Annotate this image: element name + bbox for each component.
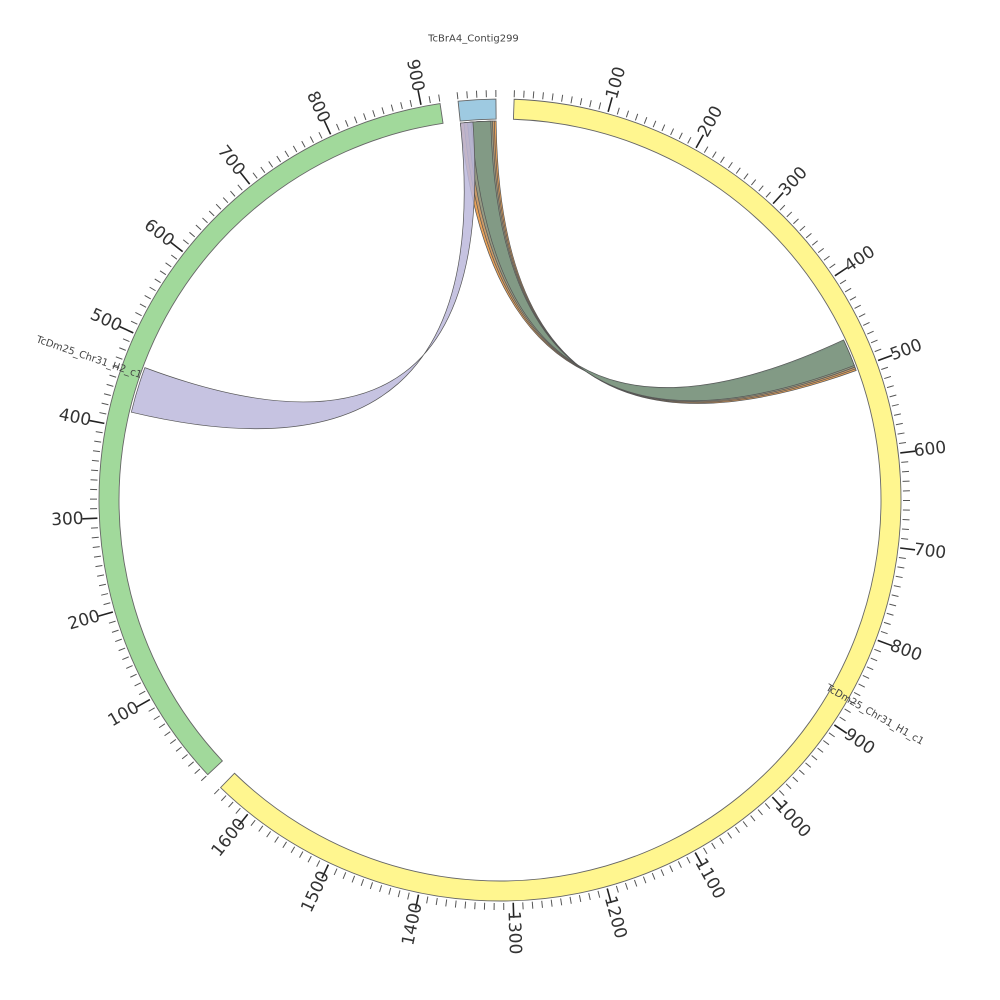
sequence-arc-h1 [219, 98, 902, 902]
tick-label: 800 [302, 88, 334, 126]
tick-label: 800 [887, 636, 924, 666]
minor-ticks-contig [456, 90, 497, 100]
major-tick [417, 89, 422, 105]
sequence-arcs [98, 98, 902, 902]
tick-label: 600 [140, 215, 178, 251]
major-tick [98, 611, 114, 617]
tick-label: 1000 [771, 796, 815, 841]
major-tick [323, 120, 332, 135]
major-tick [239, 171, 251, 185]
sequence-arc-contig [457, 98, 497, 122]
link-ribbon-3 [470, 120, 855, 402]
tick-label: 700 [913, 540, 948, 564]
tick-label: 900 [840, 724, 878, 759]
major-tick [834, 266, 848, 277]
tick-label: 1300 [504, 911, 525, 955]
major-tick [694, 852, 704, 867]
links-layer [130, 120, 857, 430]
tick-label: 400 [57, 405, 93, 431]
major-tick [82, 517, 98, 520]
major-tick [414, 894, 420, 910]
tick-label: 200 [66, 606, 103, 634]
major-tick [900, 547, 916, 551]
major-tick [833, 724, 848, 735]
major-tick [136, 698, 151, 708]
tick-label: 900 [402, 58, 428, 94]
tick-label: 200 [694, 103, 727, 141]
tick-label: 100 [602, 65, 630, 102]
major-tick [237, 813, 249, 827]
major-tick [607, 97, 613, 112]
tick-label: 400 [841, 242, 879, 277]
tick-label: 1100 [691, 855, 729, 903]
major-tick [877, 639, 893, 647]
major-tick [321, 864, 330, 879]
major-tick [900, 450, 916, 454]
major-tick [606, 888, 612, 904]
sequence-arc-h2 [98, 102, 444, 776]
tick-label: 1200 [600, 894, 631, 941]
tick-label: 100 [105, 698, 143, 731]
major-tick [877, 354, 893, 362]
major-tick [89, 419, 105, 425]
tick-label: 1500 [297, 868, 334, 916]
tick-label: 500 [888, 335, 925, 365]
tick-label: 600 [913, 438, 948, 462]
tick-label: 700 [213, 142, 249, 180]
tick-label: 300 [51, 509, 84, 530]
minor-ticks-h2 [89, 94, 441, 782]
link-ribbon-4 [130, 121, 476, 430]
tick-marks [82, 89, 916, 918]
major-tick [771, 796, 784, 809]
tick-label: 1600 [208, 815, 251, 861]
tick-label: 1400 [398, 901, 426, 947]
major-tick [695, 134, 705, 149]
sequence-name-contig: TcBrA4_Contig299 [427, 33, 519, 44]
tick-label: 500 [87, 305, 125, 337]
major-tick [119, 325, 134, 334]
major-tick [170, 241, 184, 253]
major-tick [772, 192, 784, 205]
minor-ticks-h1 [213, 90, 911, 910]
